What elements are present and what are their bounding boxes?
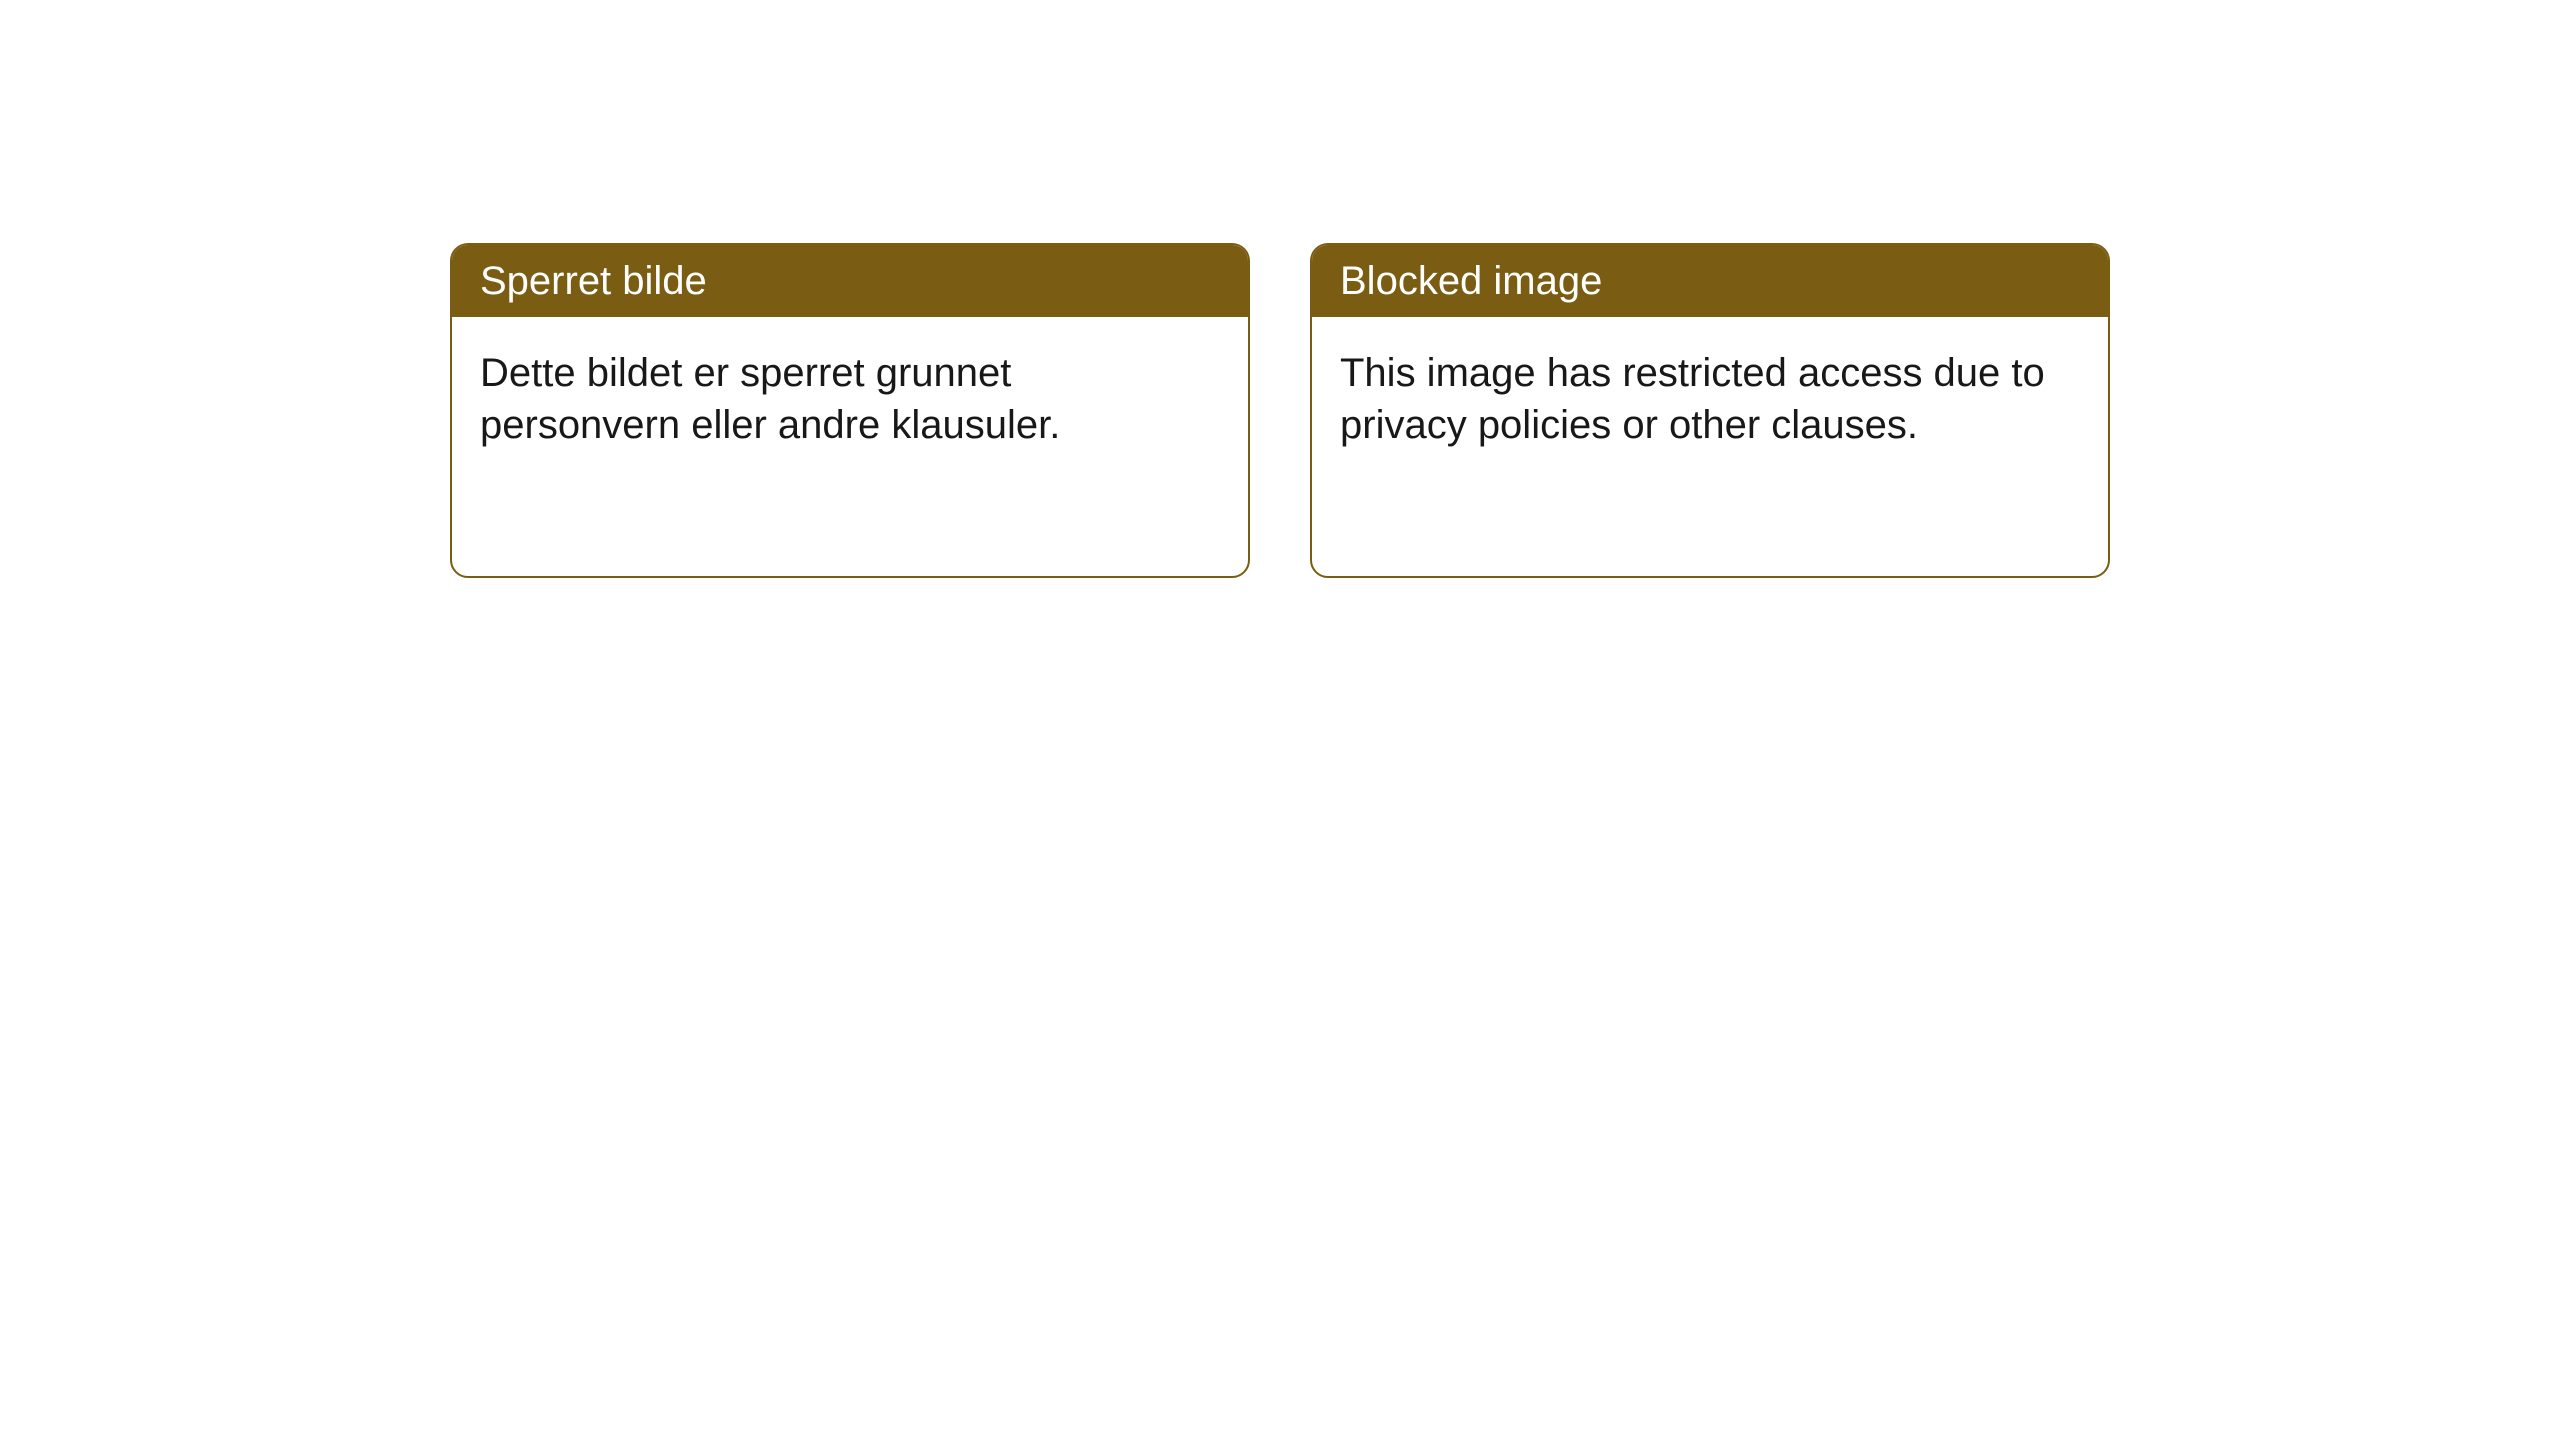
notice-card-norwegian: Sperret bilde Dette bildet er sperret gr… <box>450 243 1250 578</box>
notice-header: Sperret bilde <box>452 245 1248 317</box>
notice-text: This image has restricted access due to … <box>1340 351 2045 447</box>
notice-header: Blocked image <box>1312 245 2108 317</box>
notice-title: Blocked image <box>1340 259 1602 303</box>
notice-title: Sperret bilde <box>480 259 707 303</box>
notice-text: Dette bildet er sperret grunnet personve… <box>480 351 1060 447</box>
notice-body: This image has restricted access due to … <box>1312 317 2108 481</box>
notice-card-english: Blocked image This image has restricted … <box>1310 243 2110 578</box>
notice-container: Sperret bilde Dette bildet er sperret gr… <box>0 0 2560 578</box>
notice-body: Dette bildet er sperret grunnet personve… <box>452 317 1248 481</box>
